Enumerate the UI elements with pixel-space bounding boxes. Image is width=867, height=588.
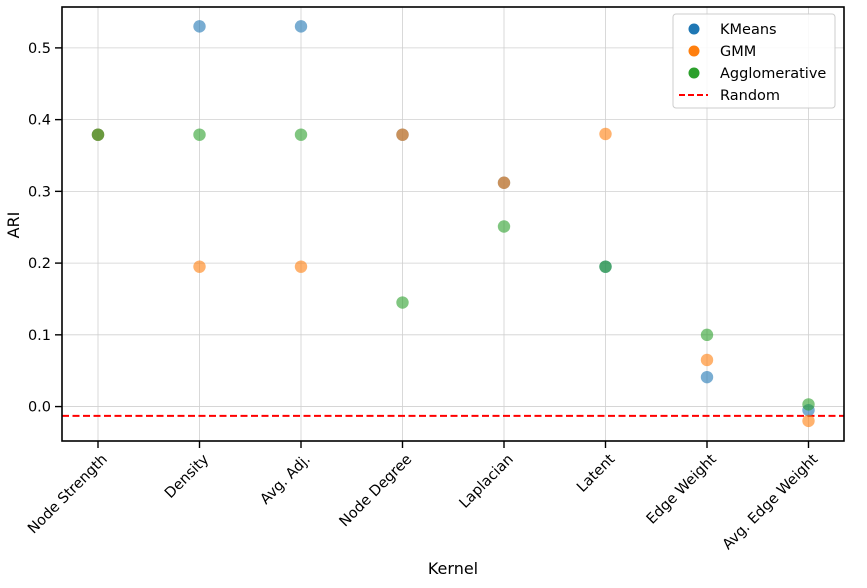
point-gmm-avg-edge-weight — [802, 414, 815, 428]
legend-label-gmm: GMM — [720, 44, 756, 60]
legend-marker-agglomerative — [688, 67, 700, 79]
legend: KMeans GMM Agglomerative Random — [672, 13, 836, 109]
points-layer — [91, 20, 815, 428]
point-agglomerative-node-strength — [91, 128, 105, 141]
y-tick-label: 0.3 — [28, 184, 51, 200]
point-agglomerative-density — [193, 128, 206, 141]
legend-label-agglomerative: Agglomerative — [720, 66, 826, 82]
point-agglomerative-latent — [599, 260, 612, 273]
point-kmeans-avg-adj — [294, 20, 308, 33]
x-axis-label: Kernel — [428, 559, 478, 578]
y-axis-label: ARI — [4, 212, 23, 239]
y-axis: 0.0 0.1 0.2 0.3 0.4 0.5 — [28, 41, 62, 416]
point-kmeans-edge-weight — [700, 370, 714, 384]
y-tick-label: 0.0 — [28, 400, 51, 416]
point-agglomerative-node-degree — [396, 296, 409, 309]
legend-marker-gmm — [688, 45, 700, 57]
point-agglomerative-edge-weight — [700, 328, 714, 342]
point-gmm-avg-adj — [294, 260, 308, 273]
point-gmm-density — [193, 260, 206, 273]
legend-box — [672, 13, 836, 109]
legend-label-random: Random — [720, 88, 780, 104]
point-kmeans-density — [193, 20, 206, 33]
y-tick-label: 0.1 — [28, 328, 51, 344]
legend-label-kmeans: KMeans — [720, 22, 777, 38]
y-tick-label: 0.2 — [28, 256, 51, 272]
point-gmm-laplacian — [497, 176, 511, 189]
point-agglomerative-avg-adj — [294, 128, 308, 141]
point-gmm-edge-weight — [700, 353, 714, 367]
plot-frame — [61, 6, 845, 442]
y-tick-label: 0.4 — [28, 113, 51, 129]
y-tick-label: 0.5 — [28, 41, 51, 57]
point-gmm-node-degree — [396, 128, 409, 141]
legend-marker-kmeans — [688, 23, 700, 35]
point-agglomerative-avg-edge-weight — [802, 398, 815, 411]
point-gmm-latent — [599, 127, 612, 141]
point-agglomerative-laplacian — [497, 220, 511, 233]
